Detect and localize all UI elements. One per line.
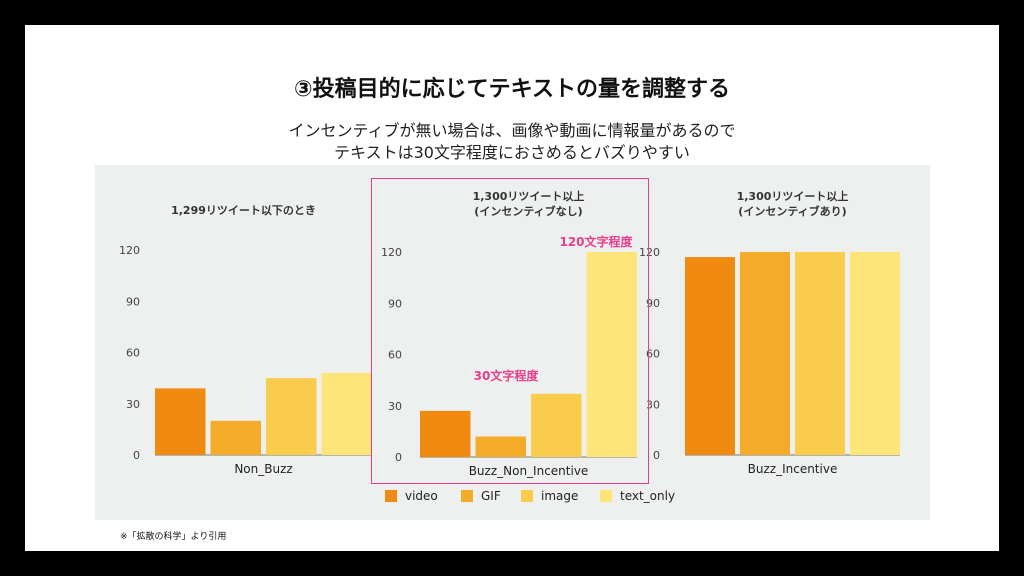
y-tick-label: 120 — [639, 246, 660, 259]
y-tick-label: 30 — [646, 398, 660, 411]
source-footnote: ※「拡散の科学」より引用 — [120, 532, 227, 542]
y-tick-label: 120 — [381, 246, 402, 259]
bar-image — [795, 252, 845, 455]
highlight-box — [371, 178, 649, 484]
bar-GIF — [475, 436, 526, 457]
legend-label-image: image — [541, 489, 578, 503]
panel-title: 1,300リツイート以上 — [737, 189, 849, 203]
panel-title: (インセンティブなし) — [474, 204, 582, 218]
legend-swatch-image — [521, 490, 533, 502]
legend-label-video: video — [405, 489, 438, 503]
annotation-30-chars: 30文字程度 — [474, 368, 540, 383]
y-tick-label: 0 — [653, 449, 660, 462]
annotation-120-chars: 120文字程度 — [559, 234, 633, 249]
slide-subtitle-line-2: テキストは30文字程度におさめるとバズりやすい — [334, 143, 690, 162]
y-tick-label: 60 — [126, 347, 140, 360]
y-tick-label: 120 — [119, 244, 140, 257]
panel-title: (インセンティブあり) — [738, 204, 846, 218]
bar-GIF — [210, 420, 261, 455]
panel-title: 1,299リツイート以下のとき — [171, 204, 316, 217]
bar-text_only — [321, 373, 372, 455]
slide-subtitle-line-1: インセンティブが無い場合は、画像や動画に情報量があるので — [288, 121, 736, 140]
category-label: Buzz_Incentive — [748, 462, 838, 476]
y-tick-label: 90 — [646, 297, 660, 310]
legend-label-GIF: GIF — [481, 489, 501, 503]
y-tick-label: 60 — [388, 349, 402, 362]
legend-swatch-video — [385, 490, 397, 502]
slide-title: ③投稿目的に応じてテキストの量を調整する — [294, 77, 730, 102]
y-tick-label: 30 — [126, 398, 140, 411]
category-label: Non_Buzz — [234, 462, 292, 476]
legend-swatch-GIF — [461, 490, 473, 502]
y-tick-label: 90 — [388, 297, 402, 310]
y-tick-label: 0 — [395, 451, 402, 464]
legend-swatch-text_only — [600, 490, 612, 502]
bar-video — [420, 410, 471, 457]
bar-video — [155, 388, 206, 455]
y-tick-label: 30 — [388, 400, 402, 413]
legend-label-text_only: text_only — [620, 489, 675, 503]
bar-video — [685, 257, 735, 455]
y-tick-label: 90 — [126, 295, 140, 308]
bar-text_only — [586, 252, 637, 457]
bar-image — [531, 393, 582, 457]
bar-image — [266, 378, 317, 455]
panel-title: 1,300リツイート以上 — [473, 189, 585, 203]
bar-text_only — [850, 252, 900, 455]
category-label: Buzz_Non_Incentive — [469, 464, 589, 478]
y-tick-label: 0 — [133, 449, 140, 462]
chart-panel — [95, 165, 930, 520]
bar-GIF — [740, 252, 790, 455]
y-tick-label: 60 — [646, 348, 660, 361]
